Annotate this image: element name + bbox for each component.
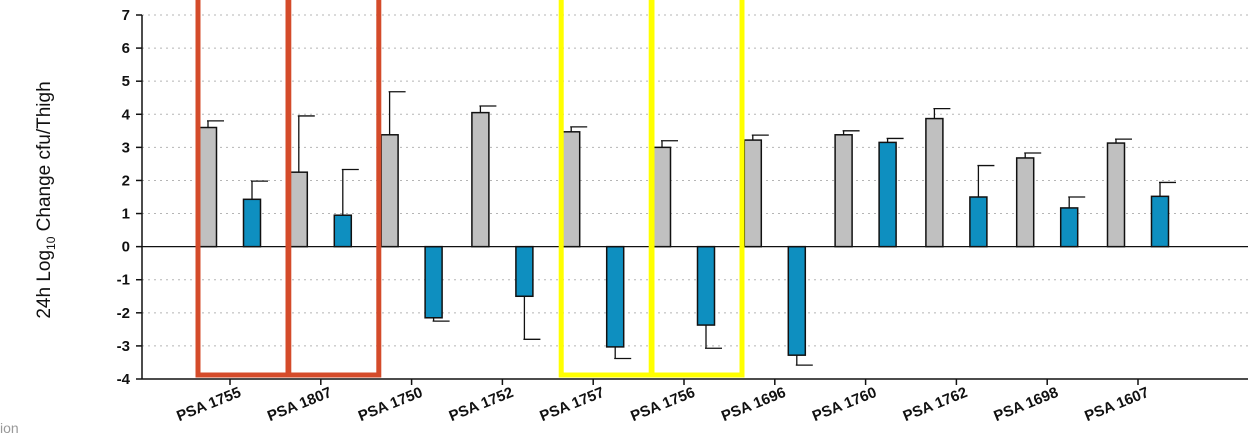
- x-tick-label: PSA 1755: [174, 384, 243, 425]
- y-tick-label: -4: [117, 371, 131, 388]
- bar: [652, 146, 672, 248]
- y-tick-label: -2: [117, 305, 130, 322]
- corner-text: ion: [0, 420, 19, 436]
- y-axis-label: 24h Log10 Change cfu/Thigh: [34, 81, 58, 318]
- bar: [333, 214, 353, 248]
- y-tick-label: 4: [122, 106, 131, 123]
- y-tick-label: -3: [117, 338, 130, 355]
- highlight-box: [286, 0, 382, 378]
- x-tick-label: PSA 1756: [628, 384, 697, 425]
- bar: [515, 245, 534, 298]
- bar: [787, 245, 807, 356]
- bar: [878, 141, 897, 248]
- x-tick-label: PSA 1807: [265, 384, 334, 425]
- bar: [380, 134, 399, 248]
- y-axis-label-subscript: 10: [44, 236, 58, 250]
- grid-lines: [142, 14, 1248, 347]
- x-tick-label: PSA 1698: [991, 384, 1060, 425]
- bars: [198, 91, 1176, 366]
- x-tick-label: PSA 1757: [537, 384, 606, 425]
- y-tick-label: 3: [122, 139, 130, 156]
- y-tick-label: 5: [122, 73, 130, 90]
- highlight-box: [649, 0, 745, 378]
- bar: [925, 117, 944, 248]
- x-tick-label: PSA 1750: [356, 384, 425, 425]
- bar: [242, 198, 262, 248]
- y-tick-label: 2: [122, 172, 130, 189]
- bar: [834, 134, 853, 248]
- y-tick-label: 6: [122, 40, 130, 57]
- bar: [969, 196, 988, 248]
- bar: [561, 131, 581, 248]
- bar: [424, 245, 443, 319]
- x-tick-label: PSA 1762: [901, 384, 970, 425]
- x-tick-label: PSA 1696: [719, 384, 788, 425]
- x-tick-label: PSA 1760: [810, 384, 879, 425]
- y-axis-label-main: 24h Log: [34, 250, 55, 319]
- x-tick-label: PSA 1752: [447, 384, 516, 425]
- bar: [605, 245, 625, 348]
- y-axis-label-rest: Change cfu/Thigh: [34, 81, 55, 236]
- bar: [1106, 142, 1126, 248]
- bar: [1150, 195, 1170, 248]
- bar: [1015, 157, 1035, 248]
- y-tick-label: 1: [122, 206, 130, 223]
- y-tick-label: 0: [122, 239, 130, 256]
- bar: [743, 139, 763, 248]
- y-tick-label: 7: [122, 7, 130, 24]
- bar: [471, 111, 490, 248]
- bar: [289, 171, 309, 248]
- highlight-boxes: [195, 0, 745, 378]
- bar: [1059, 207, 1079, 248]
- bar: [696, 245, 716, 326]
- x-tick-label: PSA 1607: [1082, 384, 1151, 425]
- bar: [198, 126, 218, 248]
- y-tick-label: -1: [117, 272, 130, 289]
